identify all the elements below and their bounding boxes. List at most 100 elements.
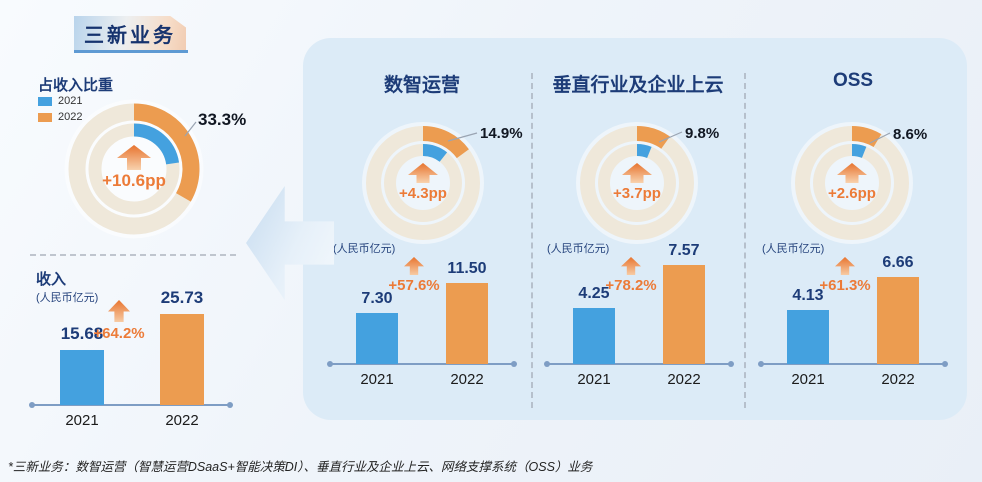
bar-value-label: 7.57 [668,242,700,259]
bar-2022 [663,265,705,364]
year-label: 2022 [881,371,915,388]
oss-share-callout: 8.6% [893,126,928,143]
arc-2022 [636,126,670,149]
bar-2021 [60,350,104,405]
axis-endpoint-dot [227,402,233,408]
year-label: 2021 [65,412,99,429]
vertical-revenue-chart: 4.25 2021 7.57 2022 +78.2% [539,242,739,416]
arc-2021 [133,123,180,165]
growth-label: +57.6% [388,277,440,294]
footnote: *三新业务：数智运营（智慧运营DSaaS+智能决策DI）、垂直行业及企业上云、网… [8,460,593,474]
overall-share-donut: 33.3% +10.6pp [60,98,260,248]
segment-title-vertical: 垂直行业及企业上云 [552,75,724,96]
share-section-title: 占收入比重 [38,77,114,94]
left-section-divider [30,254,236,256]
legend-label-2021: 2021 [58,95,83,107]
legend: 2021 2022 [38,93,82,125]
axis-endpoint-dot [544,361,550,367]
dso-share-svg [362,122,484,244]
bar-2021 [356,313,398,364]
dso-share-delta: +4.3pp [399,185,447,202]
callout-leader-line [184,121,197,137]
oss-share-svg [791,122,913,244]
year-label: 2022 [450,371,484,388]
bar-2021 [573,308,615,364]
dso-share-callout: 14.9% [480,125,523,142]
x-axis-line [330,363,514,365]
segment-title-dso: 数智运营 [383,75,460,96]
dso-share-donut: 14.9% +4.3pp [335,117,555,249]
title-underline [74,50,188,53]
overall-share-callout: 33.3% [198,110,247,129]
page-title-badge: 三新业务 [74,16,186,50]
column-divider [744,73,746,408]
increase-arrow-icon [622,163,652,183]
callout-leader-line [869,132,891,144]
x-axis-line [761,363,945,365]
bar-2021 [787,310,829,364]
oss-share-delta: +2.6pp [828,185,876,202]
arc-2021 [422,144,448,162]
dso-revenue-chart: 7.30 2021 11.50 2022 +57.6% [322,256,522,416]
growth-label: +61.3% [819,277,871,294]
growth-arrow-icon [835,257,855,275]
growth-label: +64.2% [93,325,145,342]
bar-value-label: 4.13 [792,287,824,304]
revenue-section-title: 收入 [36,271,67,288]
growth-arrow-icon [621,257,641,275]
year-label: 2021 [791,371,825,388]
callout-leader-line [658,131,683,143]
axis-endpoint-dot [511,361,517,367]
axis-endpoint-dot [728,361,734,367]
oss-unit-label: (人民币亿元) [762,243,825,255]
increase-arrow-icon [117,145,151,170]
bar-value-label: 4.25 [578,285,610,302]
legend-item-2022: 2022 [38,109,82,125]
bar-2022 [160,314,204,405]
bar-2022 [446,283,488,364]
arc-2022 [851,126,882,148]
axis-endpoint-dot [327,361,333,367]
legend-swatch-2022 [38,112,52,122]
vertical-share-delta: +3.7pp [613,185,661,202]
axis-endpoint-dot [758,361,764,367]
year-label: 2021 [360,371,394,388]
growth-arrow-icon [108,300,130,322]
year-label: 2022 [165,412,199,429]
callout-leader-line [447,132,478,142]
bar-value-label: 6.66 [882,254,914,271]
year-label: 2022 [667,371,701,388]
oss-revenue-chart: 4.13 2021 6.66 2022 +61.3% [753,254,953,416]
vertical-unit-label: (人民币亿元) [547,243,610,255]
bar-value-label: 15.68 [60,324,104,343]
axis-endpoint-dot [29,402,35,408]
axis-endpoint-dot [942,361,948,367]
increase-arrow-icon [837,163,867,183]
overall-share-delta: +10.6pp [102,171,166,190]
year-label: 2021 [577,371,611,388]
arc-2021 [851,144,867,158]
vertical-share-svg [576,122,698,244]
overall-revenue-chart: 15.68 2021 25.73 2022 +64.2% [22,284,240,434]
growth-arrow-icon [404,257,424,275]
arc-2022 [133,103,200,202]
page-title: 三新业务 [84,24,176,47]
bar-value-label: 25.73 [160,288,204,307]
increase-arrow-icon [408,163,438,183]
legend-label-2022: 2022 [58,111,83,123]
arc-2021 [636,143,652,159]
dso-unit-label: (人民币亿元) [333,243,396,255]
bar-2022 [877,277,919,364]
segment-title-oss: OSS [832,70,874,91]
oss-share-donut: 8.6% +2.6pp [764,117,982,249]
legend-swatch-2021 [38,96,52,106]
growth-label: +78.2% [605,277,657,294]
revenue-unit-label: (人民币亿元) [36,292,99,304]
x-axis-line [547,363,731,365]
bar-value-label: 7.30 [361,290,393,307]
arc-2022 [422,126,469,159]
legend-item-2021: 2021 [38,93,82,109]
vertical-share-callout: 9.8% [685,125,720,142]
column-divider [531,73,533,408]
